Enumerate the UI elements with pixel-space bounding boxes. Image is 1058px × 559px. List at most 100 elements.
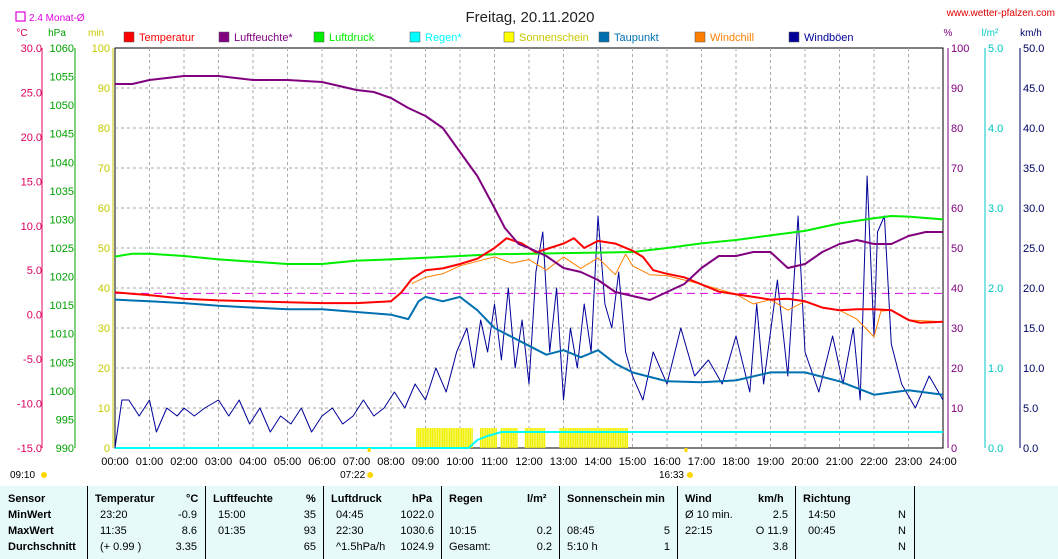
sun-axis-tick-label: 10 — [98, 403, 110, 415]
x-tick-label: 22:00 — [860, 456, 888, 468]
legend-label: Regen* — [425, 32, 462, 44]
stats-header-rain-unit: l/m² — [527, 493, 547, 505]
legend-swatch — [503, 31, 515, 43]
x-tick-label: 23:00 — [895, 456, 923, 468]
humidity-axis-tick-label: 40 — [951, 283, 963, 295]
x-tick-label: 16:00 — [653, 456, 681, 468]
stats-cell-sun-time: 5:10 h — [567, 541, 598, 553]
humidity-axis-tick-label: 0 — [951, 443, 957, 455]
stats-cell-temp-time: 23:20 — [100, 509, 128, 521]
stats-cell-wind-val: 3.8 — [772, 541, 788, 553]
x-tick-label: 11:00 — [481, 456, 508, 468]
stats-cell-press-time: ^1.5hPa/h — [336, 541, 386, 553]
temp-axis-tick-label: -15.0 — [17, 443, 42, 455]
x-tick-label: 13:00 — [550, 456, 578, 468]
humidity-axis-tick-label: 50 — [951, 243, 963, 255]
stats-cell-temp-time: (+ 0.99 ) — [100, 541, 142, 553]
stats-cell-hum-val: 65 — [303, 541, 316, 553]
stats-cell-rain-val: 0.2 — [536, 541, 552, 553]
legend-swatch — [123, 31, 135, 43]
stats-cell-wind-time: Ø 10 min. — [685, 509, 733, 521]
humidity-axis-tick-label: 20 — [951, 363, 963, 375]
stats-cell-sun-time: 08:45 — [567, 525, 595, 537]
x-axis-labels: 00:00 01:00 02:00 03:00 04:00 05:00 06:00 07:00… — [101, 456, 957, 468]
pressure-axis-tick-label: 1035 — [50, 186, 74, 198]
rain-axis-tick-label: 5.0 — [988, 43, 1003, 55]
series-line-luftdruck — [114, 215, 944, 265]
wind-axis-tick-label: 5.0 — [1023, 403, 1038, 415]
temp-axis-tick-label: -10.0 — [17, 399, 42, 411]
stats-cell-label: MinWert — [8, 509, 52, 521]
x-tick-label: 17:00 — [688, 456, 716, 468]
stats-cell-temp-val: -0.9 — [178, 509, 197, 521]
unit-minutes: min — [88, 28, 104, 39]
wind-axis-tick-label: 15.0 — [1023, 323, 1044, 335]
temp-axis-tick-label: 5.0 — [27, 265, 42, 277]
x-tick-label: 04:00 — [239, 456, 267, 468]
x-tick-label: 21:00 — [826, 456, 854, 468]
legend-swatch — [313, 31, 325, 43]
legend-label: Taupunkt — [614, 32, 659, 44]
legend-label: Windchill — [710, 32, 754, 44]
legend-label: Luftdruck — [329, 32, 375, 44]
stats-cell-temp-time: 11:35 — [100, 525, 127, 537]
sun-markers: 07:22 16:33 — [340, 448, 693, 481]
x-tick-label: 12:00 — [515, 456, 543, 468]
sunset-label: 16:33 — [659, 470, 684, 481]
humidity-axis-tick-label: 30 — [951, 323, 963, 335]
x-tick-label: 03:00 — [205, 456, 233, 468]
site-link[interactable]: www.wetter-pfalzen.com — [946, 8, 1055, 19]
chart-title: Freitag, 20.11.2020 — [466, 9, 595, 26]
sunshine-bars — [416, 428, 629, 448]
rain-axis-tick-label: 0.0 — [988, 443, 1003, 455]
chart-legend: Temperatur Luftfeuchte* Luftdruck Regen* Son… — [123, 31, 854, 44]
stats-header-temp-unit: °C — [186, 493, 199, 505]
temp-axis-tick-label: 30.0 — [21, 43, 42, 55]
wind-axis-tick-label: 0.0 — [1023, 443, 1038, 455]
x-tick-label: 02:00 — [170, 456, 198, 468]
pressure-axis-tick-label: 1030 — [50, 214, 74, 226]
stats-header-press: Luftdruck — [331, 493, 382, 505]
pressure-axis-tick-label: 1020 — [50, 272, 74, 284]
wind-axis-tick-label: 20.0 — [1023, 283, 1044, 295]
stats-panel: Sensor Temperatur °C Luftfeuchte % Luftd… — [0, 486, 1058, 559]
temp-axis-tick-label: 0.0 — [27, 310, 42, 322]
stats-cell-dir-val: N — [898, 541, 906, 553]
x-tick-label: 14:00 — [584, 456, 612, 468]
pressure-axis-tick-label: 1005 — [50, 357, 74, 369]
wind-axis-tick-label: 10.0 — [1023, 363, 1044, 375]
monthly-avg-swatch — [15, 11, 26, 22]
wind-axis-tick-label: 45.0 — [1023, 83, 1044, 95]
stats-cell-press-val: 1022.0 — [400, 509, 434, 521]
stats-header-press-unit: hPa — [412, 493, 433, 505]
sun-axis-tick-label: 30 — [98, 323, 110, 335]
wind-axis-tick-label: 35.0 — [1023, 163, 1044, 175]
humidity-axis-tick-label: 90 — [951, 83, 963, 95]
weather-chart: 30.0 25.0 20.0 15.0 10.0 5.0 0.0 -5.0 -10.0 -15.0… — [10, 8, 1055, 481]
stats-cell-dir-time: 14:50 — [808, 509, 836, 521]
x-tick-label: 19:00 — [757, 456, 785, 468]
sun-axis-tick-label: 50 — [98, 243, 110, 255]
stats-header-dir: Richtung — [803, 493, 851, 505]
series-line-temperatur — [114, 237, 944, 324]
x-tick-label: 01:00 — [136, 456, 164, 468]
wind-axis-tick-label: 30.0 — [1023, 203, 1044, 215]
stats-header-hum-unit: % — [306, 493, 316, 505]
stats-cell-hum-time: 01:35 — [218, 525, 246, 537]
pressure-axis-tick-label: 1055 — [50, 72, 74, 84]
legend-label: Temperatur — [139, 32, 195, 44]
unit-percent: % — [944, 28, 953, 39]
stats-header-hum: Luftfeuchte — [213, 493, 273, 505]
pressure-axis-tick-label: 995 — [56, 414, 74, 426]
wind-axis-tick-label: 50.0 — [1023, 43, 1044, 55]
stats-cell-sun-val: 5 — [663, 525, 670, 537]
unit-wind: km/h — [1020, 28, 1042, 39]
stats-cell-press-time: 04:45 — [336, 509, 364, 521]
time-marker-sun-icon — [41, 472, 47, 478]
x-tick-label: 06:00 — [308, 456, 336, 468]
legend-swatch — [218, 31, 230, 43]
stats-header-wind-unit: km/h — [758, 493, 784, 505]
sun-axis-tick-label: 80 — [98, 123, 110, 135]
temp-axis-tick-label: -5.0 — [23, 354, 42, 366]
stats-header-rain: Regen — [449, 493, 483, 505]
